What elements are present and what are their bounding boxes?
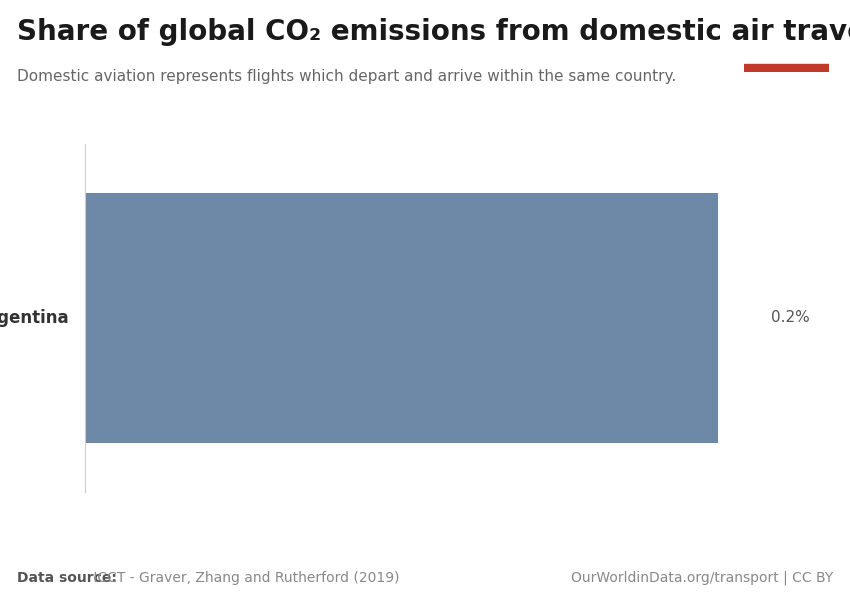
Text: ICCT - Graver, Zhang and Rutherford (2019): ICCT - Graver, Zhang and Rutherford (201… bbox=[89, 571, 400, 585]
Text: Share of global CO₂ emissions from domestic air travel, 2018: Share of global CO₂ emissions from domes… bbox=[17, 18, 850, 46]
Text: Domestic aviation represents flights which depart and arrive within the same cou: Domestic aviation represents flights whi… bbox=[17, 69, 677, 84]
Text: Data source:: Data source: bbox=[17, 571, 116, 585]
Bar bbox=[744, 64, 829, 72]
Text: Our World: Our World bbox=[756, 30, 816, 40]
Text: 0.2%: 0.2% bbox=[771, 311, 810, 325]
Text: OurWorldinData.org/transport | CC BY: OurWorldinData.org/transport | CC BY bbox=[570, 571, 833, 585]
Bar bbox=[85, 193, 717, 443]
Text: Argentina: Argentina bbox=[0, 309, 69, 327]
Text: in Data: in Data bbox=[765, 46, 808, 56]
